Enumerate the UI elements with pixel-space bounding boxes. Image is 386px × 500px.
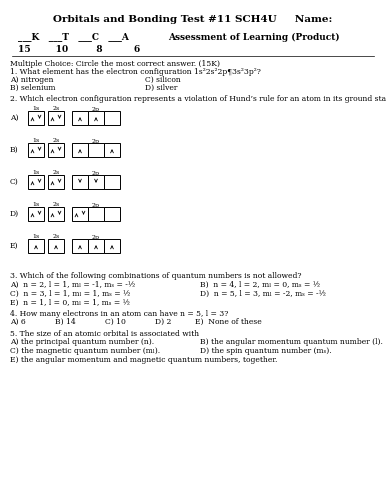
- Text: A) nitrogen: A) nitrogen: [10, 76, 54, 84]
- Text: C)  n = 3, l = 1, mₗ = 1, mₛ = ½: C) n = 3, l = 1, mₗ = 1, mₛ = ½: [10, 290, 130, 298]
- Text: Multiple Choice: Circle the most correct answer. (15K): Multiple Choice: Circle the most correct…: [10, 60, 220, 68]
- Text: B) 14: B) 14: [55, 318, 76, 326]
- Text: A) the principal quantum number (n).: A) the principal quantum number (n).: [10, 338, 154, 346]
- Text: 2p: 2p: [92, 138, 100, 143]
- Text: 1s: 1s: [32, 234, 40, 240]
- Bar: [104, 143, 120, 157]
- Text: A)  n = 2, l = 1, mₗ = -1, mₛ = -½: A) n = 2, l = 1, mₗ = -1, mₛ = -½: [10, 281, 135, 289]
- Bar: [72, 239, 88, 253]
- Text: 2s: 2s: [52, 170, 59, 175]
- Bar: [72, 207, 88, 221]
- Bar: [88, 207, 104, 221]
- Text: C) silicon: C) silicon: [145, 76, 181, 84]
- Bar: [28, 111, 44, 125]
- Text: ___K   ___T   ___C   ___A: ___K ___T ___C ___A: [18, 32, 129, 42]
- Text: B) selenium: B) selenium: [10, 84, 56, 92]
- Bar: [72, 143, 88, 157]
- Text: E) the angular momentum and magnetic quantum numbers, together.: E) the angular momentum and magnetic qua…: [10, 356, 278, 364]
- Bar: [104, 239, 120, 253]
- Text: C) the magnetic quantum number (mₗ).: C) the magnetic quantum number (mₗ).: [10, 347, 160, 355]
- Text: E): E): [10, 242, 19, 250]
- Text: 2s: 2s: [52, 106, 59, 112]
- Text: D): D): [10, 210, 19, 218]
- Text: 2. Which electron configuration represents a violation of Hund’s rule for an ato: 2. Which electron configuration represen…: [10, 95, 386, 103]
- Text: 1s: 1s: [32, 170, 40, 175]
- Bar: [48, 207, 64, 221]
- Text: E)  None of these: E) None of these: [195, 318, 262, 326]
- Text: 2p: 2p: [92, 170, 100, 175]
- Text: 5. The size of an atomic orbital is associated with: 5. The size of an atomic orbital is asso…: [10, 330, 199, 338]
- Bar: [72, 175, 88, 189]
- Bar: [88, 239, 104, 253]
- Bar: [104, 111, 120, 125]
- Text: 3. Which of the following combinations of quantum numbers is not allowed?: 3. Which of the following combinations o…: [10, 272, 301, 280]
- Text: 2s: 2s: [52, 234, 59, 240]
- Text: 4. How many electrons in an atom can have n = 5, l = 3?: 4. How many electrons in an atom can hav…: [10, 310, 229, 318]
- Text: 1. What element has the electron configuration 1s²2s²2p¶3s²3p²?: 1. What element has the electron configu…: [10, 68, 261, 76]
- Text: C) 10: C) 10: [105, 318, 126, 326]
- Bar: [28, 239, 44, 253]
- Text: D) silver: D) silver: [145, 84, 178, 92]
- Bar: [88, 111, 104, 125]
- Text: D)  n = 5, l = 3, mₗ = -2, mₛ = -½: D) n = 5, l = 3, mₗ = -2, mₛ = -½: [200, 290, 326, 298]
- Text: 1s: 1s: [32, 106, 40, 112]
- Text: D) the spin quantum number (mₛ).: D) the spin quantum number (mₛ).: [200, 347, 332, 355]
- Bar: [48, 239, 64, 253]
- Text: Orbitals and Bonding Test #11 SCH4U     Name:: Orbitals and Bonding Test #11 SCH4U Name…: [53, 16, 333, 24]
- Text: 1s: 1s: [32, 202, 40, 207]
- Bar: [48, 111, 64, 125]
- Text: A) 6: A) 6: [10, 318, 26, 326]
- Bar: [48, 175, 64, 189]
- Bar: [88, 175, 104, 189]
- Text: 2p: 2p: [92, 202, 100, 207]
- Bar: [88, 143, 104, 157]
- Bar: [72, 111, 88, 125]
- Text: 2s: 2s: [52, 138, 59, 143]
- Bar: [104, 175, 120, 189]
- Text: C): C): [10, 178, 19, 186]
- Text: 1s: 1s: [32, 138, 40, 143]
- Text: 2p: 2p: [92, 106, 100, 112]
- Text: E)  n = 1, l = 0, mₗ = 1, mₛ = ½: E) n = 1, l = 0, mₗ = 1, mₛ = ½: [10, 299, 130, 307]
- Text: D) 2: D) 2: [155, 318, 171, 326]
- Text: Assessment of Learning (Product): Assessment of Learning (Product): [168, 32, 340, 42]
- Bar: [104, 207, 120, 221]
- Text: B) the angular momentum quantum number (l).: B) the angular momentum quantum number (…: [200, 338, 383, 346]
- Text: B)  n = 4, l = 2, mₗ = 0, mₛ = ½: B) n = 4, l = 2, mₗ = 0, mₛ = ½: [200, 281, 320, 289]
- Bar: [28, 175, 44, 189]
- Bar: [28, 207, 44, 221]
- Text: 2s: 2s: [52, 202, 59, 207]
- Bar: [48, 143, 64, 157]
- Text: A): A): [10, 114, 19, 122]
- Text: 15        10         8          6: 15 10 8 6: [18, 44, 140, 54]
- Text: B): B): [10, 146, 19, 154]
- Bar: [28, 143, 44, 157]
- Text: 2p: 2p: [92, 234, 100, 240]
